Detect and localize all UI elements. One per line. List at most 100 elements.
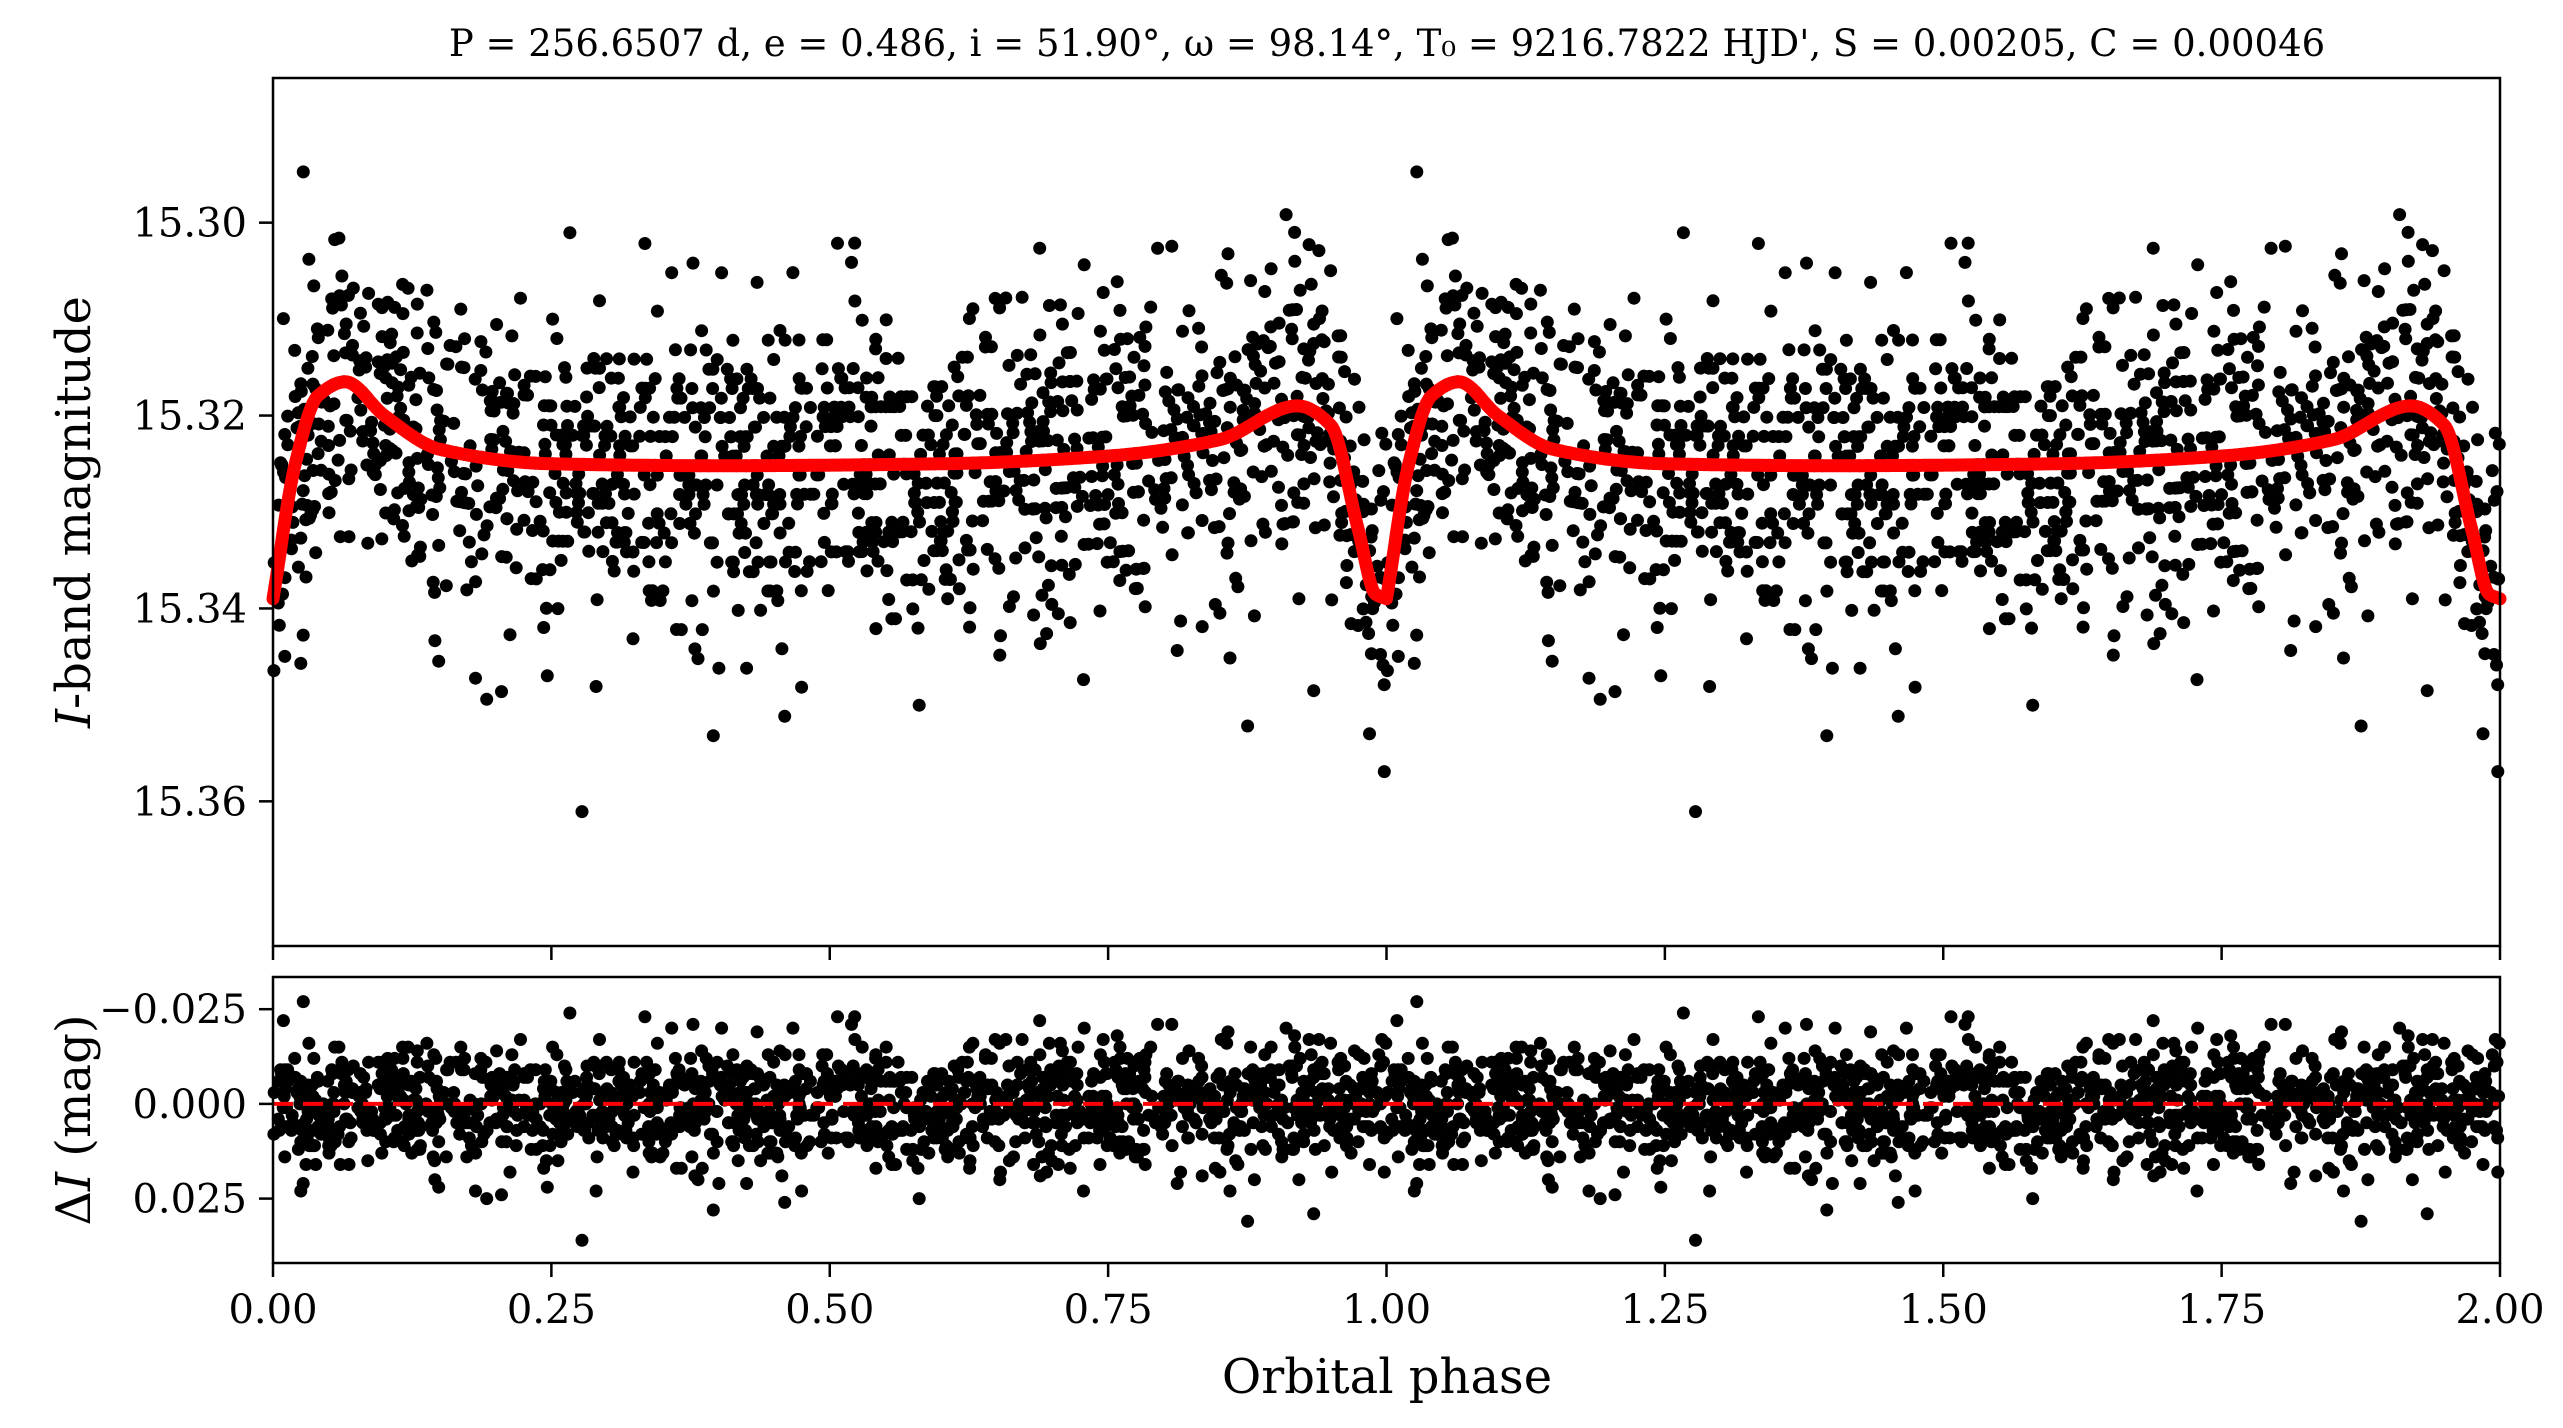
data-point: [1107, 343, 1121, 356]
data-point: [2422, 521, 2436, 535]
data-point: [1044, 376, 1058, 390]
data-point: [1887, 497, 1900, 511]
data-point: [715, 439, 729, 453]
residual-point: [895, 1123, 909, 1137]
data-point: [1377, 765, 1391, 779]
data-point: [1148, 483, 1162, 497]
data-point: [2388, 498, 2402, 512]
data-point: [1494, 353, 1508, 367]
data-point: [1747, 400, 1761, 414]
data-point: [744, 372, 758, 386]
data-point: [817, 506, 831, 520]
residual-point: [1307, 1123, 1321, 1137]
data-point: [2300, 400, 2314, 413]
data-point: [1802, 507, 1816, 521]
data-point: [314, 434, 328, 448]
data-point: [2296, 304, 2309, 318]
data-point: [1304, 277, 1318, 291]
data-point: [2198, 470, 2212, 483]
data-point: [1904, 497, 1918, 511]
data-point: [1033, 637, 1047, 651]
data-point: [1338, 365, 1352, 379]
data-point: [2410, 496, 2424, 510]
data-point: [1907, 430, 1921, 443]
data-point: [771, 594, 785, 608]
data-point: [380, 353, 394, 367]
data-point: [2410, 342, 2424, 356]
data-point: [1853, 661, 1867, 675]
data-point: [871, 371, 885, 385]
data-point: [1425, 331, 1439, 345]
data-point: [1993, 564, 2007, 578]
residual-point: [906, 1154, 920, 1168]
data-point: [1405, 560, 1419, 574]
residual-point: [1875, 1108, 1889, 1122]
data-point: [2453, 410, 2467, 424]
data-point: [2380, 434, 2394, 448]
residual-point: [480, 1192, 494, 1206]
data-point: [1070, 374, 1084, 388]
data-point: [1786, 517, 1800, 530]
data-point: [1643, 495, 1657, 509]
residual-point: [2212, 1089, 2226, 1103]
data-point: [1663, 332, 1677, 345]
data-point: [1063, 616, 1077, 630]
data-point: [421, 342, 435, 355]
data-point: [1659, 312, 1673, 326]
residual-point: [1982, 1161, 1996, 1175]
data-point: [1876, 391, 1890, 405]
data-point: [2405, 592, 2419, 606]
data-point: [2209, 469, 2223, 483]
residual-point: [1344, 1146, 1358, 1160]
residual-point: [2361, 1173, 2375, 1187]
data-point: [642, 555, 656, 569]
residual-point: [1664, 1154, 1678, 1168]
data-point: [612, 352, 626, 366]
data-point: [2416, 238, 2430, 252]
data-point: [865, 390, 879, 404]
residual-point: [1828, 1021, 1842, 1035]
residual-point: [773, 1123, 787, 1137]
data-point: [2181, 432, 2195, 446]
residual-point: [1930, 1078, 1944, 1092]
data-point: [1158, 385, 1172, 399]
residual-point: [1485, 1055, 1499, 1069]
data-point: [2421, 472, 2435, 486]
data-point: [2092, 340, 2106, 354]
data-point: [1470, 319, 1484, 333]
data-point: [919, 476, 933, 490]
data-point: [394, 401, 408, 415]
data-point: [689, 478, 703, 492]
data-point: [866, 545, 880, 558]
residual-point: [1208, 1161, 1222, 1175]
data-point: [2336, 507, 2350, 521]
data-point: [1010, 406, 1024, 420]
data-point: [1221, 536, 1235, 550]
residual-point: [2035, 1146, 2049, 1160]
data-point: [2031, 554, 2044, 567]
residual-point: [575, 1233, 589, 1247]
data-point: [738, 546, 752, 559]
model-curve: [266, 375, 2507, 606]
data-point: [928, 409, 942, 423]
data-point: [1706, 381, 1720, 395]
data-point: [2354, 719, 2368, 733]
data-point: [2372, 525, 2386, 539]
data-point: [2491, 765, 2505, 779]
data-point: [1036, 415, 1050, 429]
data-point: [1357, 433, 1371, 447]
data-point: [1136, 562, 1150, 575]
data-point: [1878, 507, 1892, 521]
data-point: [1467, 306, 1481, 320]
data-point: [1229, 571, 1243, 585]
data-point: [1824, 555, 1838, 569]
data-point: [2401, 225, 2415, 239]
data-point: [699, 343, 713, 357]
residual-point: [2272, 1074, 2286, 1088]
residual-point: [1759, 1146, 1773, 1160]
data-point: [517, 378, 531, 392]
data-point: [761, 488, 775, 501]
data-point: [2285, 383, 2299, 397]
data-point: [1728, 410, 1742, 424]
data-point: [1726, 439, 1740, 453]
